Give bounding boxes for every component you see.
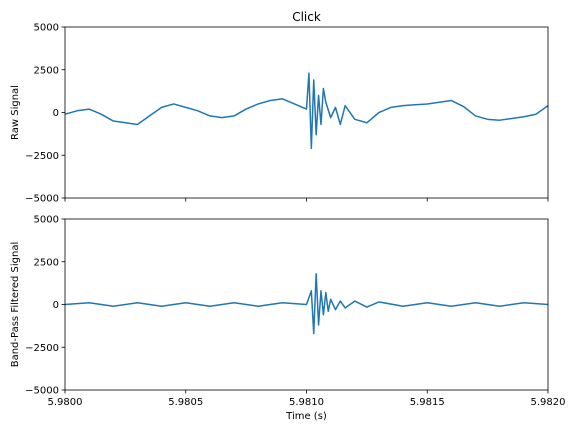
y-tick-label: 5000 (34, 23, 59, 34)
y-tick-label: 2500 (34, 257, 59, 268)
raw-signal-panel: Click Raw Signal 5000 2500 0 −2500 −5000 (10, 10, 549, 205)
y-axis-ticks: 5000 2500 0 −2500 −5000 (25, 215, 65, 397)
y-tick-label: 2500 (34, 65, 59, 76)
x-axis-ticks: 5.9800 5.9805 5.9810 5.9815 5.9820 (48, 390, 566, 408)
y-tick-label: −2500 (25, 343, 59, 354)
x-tick-label: 5.9810 (289, 397, 324, 408)
x-tick-label: 5.9805 (168, 397, 203, 408)
y-axis-label: Band-Pass Filtered Signal (10, 242, 21, 368)
x-axis-label: Time (s) (285, 411, 327, 422)
y-axis-ticks: 5000 2500 0 −2500 −5000 (25, 23, 65, 205)
x-axis-ticks (64, 198, 549, 202)
y-tick-label: −2500 (25, 151, 59, 162)
x-tick-label: 5.9815 (410, 397, 445, 408)
x-tick-label: 5.9800 (48, 397, 83, 408)
filtered-signal-line (64, 272, 549, 335)
raw-signal-line (64, 72, 549, 150)
plot-frame (64, 26, 549, 199)
plot-frame (64, 218, 549, 391)
y-axis-label: Raw Signal (10, 85, 21, 140)
filtered-signal-panel: Band-Pass Filtered Signal Time (s) 5000 2… (10, 215, 566, 423)
chart-title: Click (292, 10, 321, 24)
y-tick-label: 0 (53, 300, 59, 311)
x-tick-label: 5.9820 (531, 397, 566, 408)
y-tick-label: −5000 (25, 386, 59, 397)
y-tick-label: 0 (53, 108, 59, 119)
y-tick-label: −5000 (25, 194, 59, 205)
y-tick-label: 5000 (34, 215, 59, 226)
